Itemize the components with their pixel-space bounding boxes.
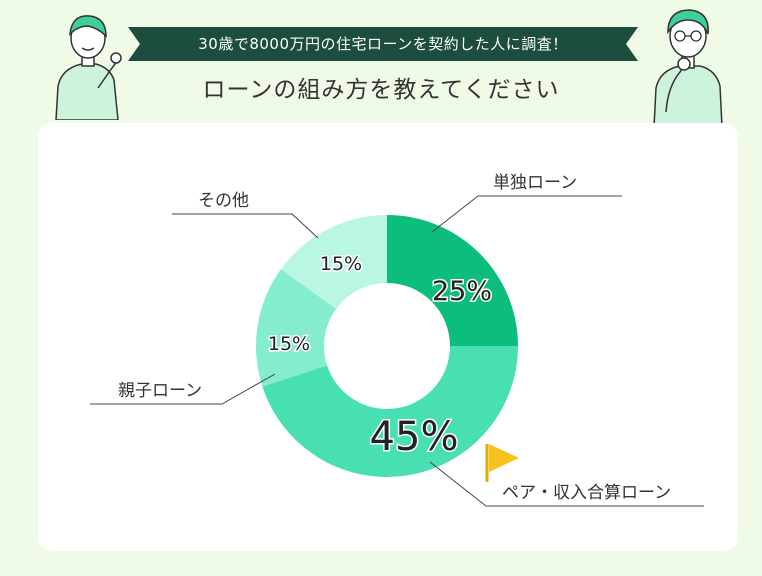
pct-other: 15% — [320, 253, 362, 275]
pct-single-loan: 25% — [432, 276, 492, 307]
leader-line-other — [172, 213, 319, 239]
leader-line-pair — [429, 461, 704, 507]
label-other: その他 — [198, 191, 249, 211]
pct-parent-child-loan: 15% — [268, 333, 310, 355]
slice-pair-loan — [262, 346, 518, 478]
man-thinking-illustration — [653, 9, 723, 127]
label-pair-loan: ペア・収入合算ローン — [502, 483, 671, 503]
banner-ribbon — [128, 27, 638, 61]
banner-text: 30歳で8000万円の住宅ローンを契約した人に調査！ — [198, 35, 568, 53]
donut-hole — [324, 283, 450, 409]
woman-pointing-illustration — [55, 15, 122, 120]
leader-line-single — [431, 195, 622, 233]
slice-parent-child-loan — [255, 269, 387, 387]
leader-line-parent-child — [90, 373, 276, 405]
label-single-loan: 単独ローン — [493, 173, 577, 193]
pct-pair-loan: 45% — [370, 414, 459, 460]
label-parent-child-loan: 親子ローン — [118, 381, 202, 401]
survey-banner: 30歳で8000万円の住宅ローンを契約した人に調査！ — [128, 27, 638, 61]
flag-icon — [485, 444, 519, 482]
page-title: ローンの組み方を教えてください — [202, 77, 560, 103]
